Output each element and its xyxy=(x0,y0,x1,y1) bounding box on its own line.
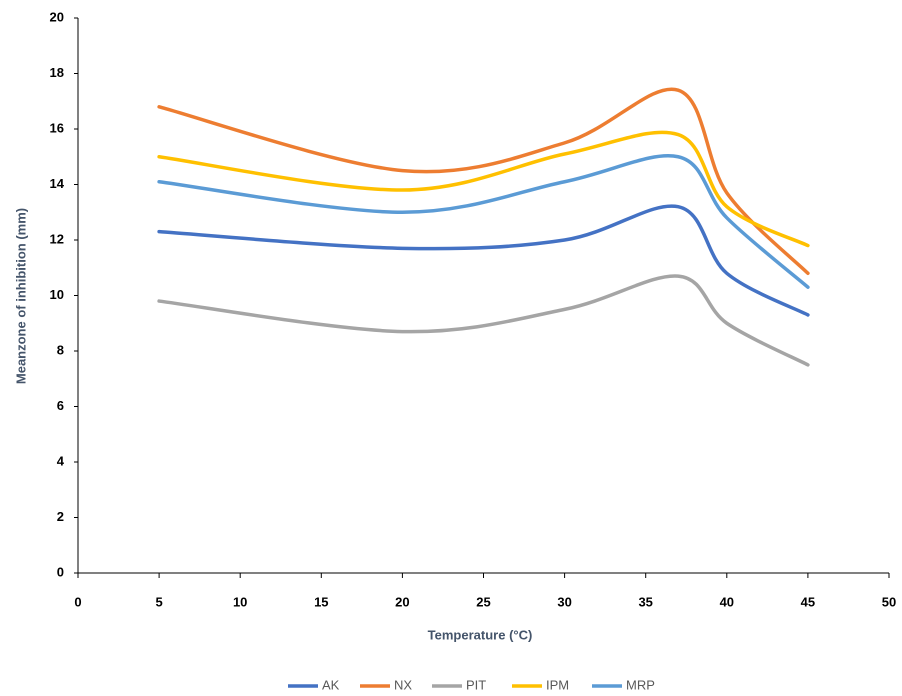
legend-label: AK xyxy=(322,677,340,692)
series-line xyxy=(157,274,810,367)
y-tick-label: 18 xyxy=(50,65,64,80)
y-tick-label: 6 xyxy=(57,398,64,413)
x-tick-label: 0 xyxy=(74,594,81,609)
series-line xyxy=(157,87,810,276)
x-tick-label: 35 xyxy=(638,594,652,609)
x-tick-label: 30 xyxy=(557,594,571,609)
x-tick-label: 20 xyxy=(395,594,409,609)
legend-label: PIT xyxy=(466,677,486,692)
legend-label: MRP xyxy=(626,677,655,692)
series-line xyxy=(157,130,810,248)
x-tick-label: 45 xyxy=(801,594,815,609)
y-tick-label: 0 xyxy=(57,564,64,579)
y-tick-label: 10 xyxy=(50,287,64,302)
y-tick-label: 16 xyxy=(50,120,64,135)
series-line xyxy=(157,204,810,317)
y-tick-label: 2 xyxy=(57,509,64,524)
y-tick-label: 12 xyxy=(50,231,64,246)
x-tick-label: 10 xyxy=(233,594,247,609)
x-tick-label: 5 xyxy=(155,594,162,609)
y-tick-label: 14 xyxy=(50,176,65,191)
y-axis-title: Meanzone of inhibition (mm) xyxy=(13,208,28,384)
y-tick-label: 4 xyxy=(57,453,65,468)
x-tick-label: 40 xyxy=(720,594,734,609)
legend-label: IPM xyxy=(546,677,569,692)
x-axis-title: Temperature (°C) xyxy=(428,627,533,642)
y-tick-label: 20 xyxy=(50,9,64,24)
legend-label: NX xyxy=(394,677,412,692)
y-tick-label: 8 xyxy=(57,342,64,357)
x-tick-label: 25 xyxy=(476,594,490,609)
x-tick-label: 15 xyxy=(314,594,328,609)
x-tick-label: 50 xyxy=(882,594,896,609)
series-line xyxy=(157,154,810,289)
